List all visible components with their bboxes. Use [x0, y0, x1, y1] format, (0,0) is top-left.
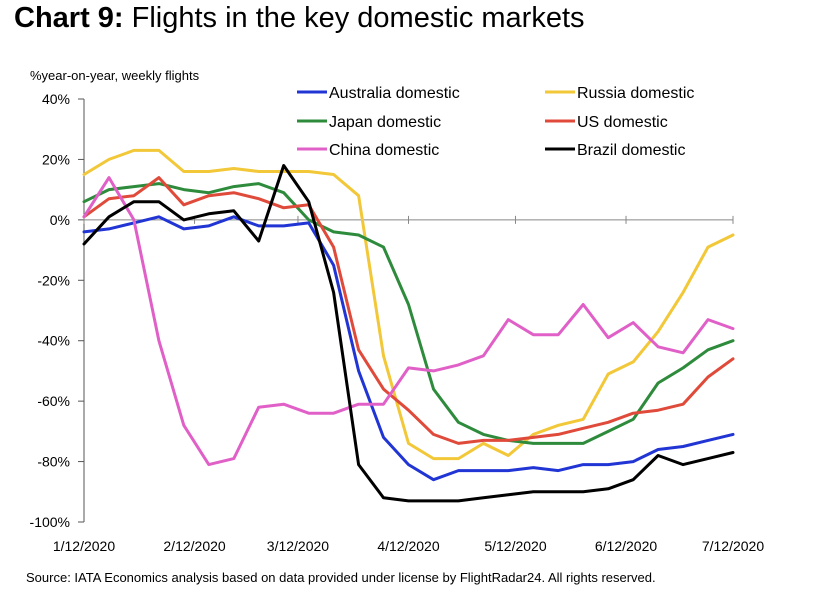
y-tick-label: -60%	[37, 393, 70, 409]
source-note: Source: IATA Economics analysis based on…	[26, 570, 656, 585]
chart-title-rest: Flights in the key domestic markets	[123, 2, 585, 34]
legend-item-japan-domestic: Japan domestic	[297, 114, 441, 131]
y-axis-label: %year-on-year, weekly flights	[30, 68, 200, 83]
x-tick-label: 7/12/2020	[702, 538, 764, 554]
x-tick-label: 3/12/2020	[267, 538, 329, 554]
series-line-us-domestic	[82, 176, 735, 445]
y-tick-label: 0%	[50, 212, 70, 228]
legend-label: Japan domestic	[329, 114, 441, 131]
series-line-australia-domestic	[82, 215, 735, 482]
legend-item-us-domestic: US domestic	[545, 114, 668, 131]
x-tick-label: 5/12/2020	[484, 538, 546, 554]
legend-item-brazil-domestic: Brazil domestic	[545, 142, 685, 159]
y-tick-label: 40%	[42, 91, 70, 107]
y-tick-label: -20%	[37, 272, 70, 288]
legend-item-russia-domestic: Russia domestic	[545, 85, 694, 102]
series-line-japan-domestic	[82, 182, 735, 445]
series-line-brazil-domestic	[82, 164, 735, 503]
x-tick-label: 1/12/2020	[53, 538, 115, 554]
legend-label: Russia domestic	[577, 85, 694, 102]
y-tick-label: -80%	[37, 454, 70, 470]
series-line-china-domestic	[82, 176, 735, 467]
y-tick-label: -40%	[37, 333, 70, 349]
legend-item-china-domestic: China domestic	[297, 142, 439, 159]
y-tick-label: 20%	[42, 151, 70, 167]
x-tick-label: 4/12/2020	[377, 538, 439, 554]
series-line-russia-domestic	[82, 148, 735, 461]
y-tick-label: -100%	[30, 514, 70, 530]
x-tick-label: 6/12/2020	[595, 538, 657, 554]
legend-label: China domestic	[329, 142, 439, 159]
legend-label: Australia domestic	[329, 85, 460, 102]
chart-title: Chart 9: Flights in the key domestic mar…	[14, 2, 585, 35]
legend-label: Brazil domestic	[577, 142, 685, 159]
legend-item-australia-domestic: Australia domestic	[297, 85, 460, 102]
x-tick-label: 2/12/2020	[163, 538, 225, 554]
chart-title-bold: Chart 9:	[14, 2, 124, 34]
legend-label: US domestic	[577, 114, 668, 131]
